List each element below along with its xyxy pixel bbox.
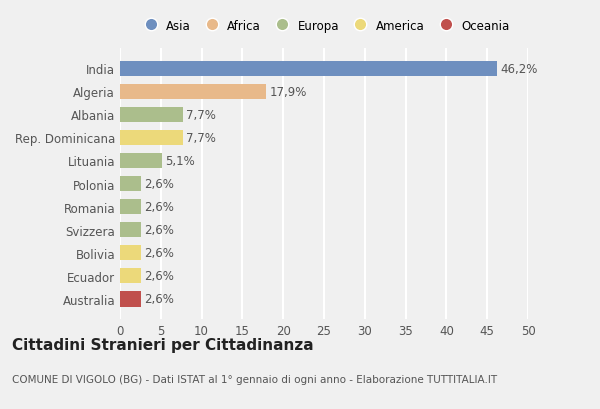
Text: 2,6%: 2,6% — [145, 224, 175, 237]
Text: 2,6%: 2,6% — [145, 200, 175, 213]
Bar — [120, 177, 141, 191]
Bar — [120, 130, 183, 146]
Text: 2,6%: 2,6% — [145, 270, 175, 283]
Text: 2,6%: 2,6% — [145, 247, 175, 260]
Text: 17,9%: 17,9% — [269, 85, 307, 99]
Bar — [120, 84, 266, 99]
Text: 7,7%: 7,7% — [186, 108, 216, 121]
Bar — [120, 61, 497, 76]
Text: 5,1%: 5,1% — [165, 155, 194, 168]
Bar — [120, 222, 141, 238]
Text: 2,6%: 2,6% — [145, 178, 175, 191]
Bar — [120, 269, 141, 284]
Bar — [120, 292, 141, 307]
Text: Cittadini Stranieri per Cittadinanza: Cittadini Stranieri per Cittadinanza — [12, 337, 314, 353]
Bar — [120, 108, 183, 122]
Bar — [120, 200, 141, 215]
Bar — [120, 153, 161, 169]
Text: 46,2%: 46,2% — [500, 62, 538, 75]
Text: 2,6%: 2,6% — [145, 293, 175, 306]
Legend: Asia, Africa, Europa, America, Oceania: Asia, Africa, Europa, America, Oceania — [136, 17, 512, 35]
Text: COMUNE DI VIGOLO (BG) - Dati ISTAT al 1° gennaio di ogni anno - Elaborazione TUT: COMUNE DI VIGOLO (BG) - Dati ISTAT al 1°… — [12, 374, 497, 384]
Text: 7,7%: 7,7% — [186, 131, 216, 144]
Bar — [120, 246, 141, 261]
